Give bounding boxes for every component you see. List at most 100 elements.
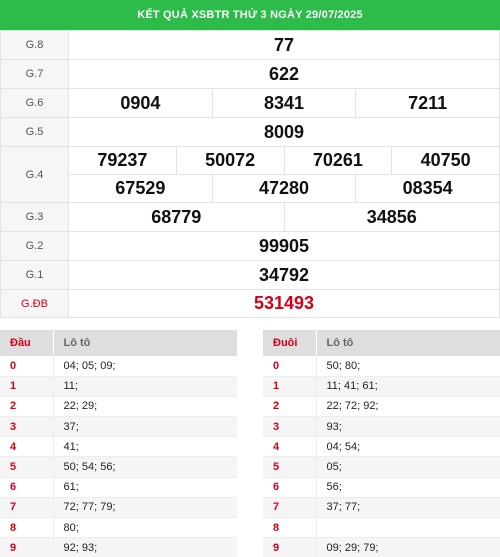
row-key: 2: [263, 396, 316, 418]
row-value: 50; 54; 56;: [52, 456, 237, 478]
loto-duoi-table: Đuôi Lô tô 0 50; 80; 1 11; 41; 61; 2 22; 72…: [263, 330, 500, 557]
prize-number: 70261: [283, 147, 392, 174]
prize-number: 50072: [175, 147, 284, 174]
row-value: 92; 93;: [52, 537, 237, 557]
duoi-header: Đuôi: [263, 330, 316, 356]
row-value: 93;: [315, 416, 500, 438]
row-key: 3: [263, 416, 316, 438]
row-key: 4: [0, 436, 53, 458]
row-value: 56;: [315, 477, 500, 498]
row-key: 1: [0, 376, 53, 397]
row-key: 5: [0, 456, 53, 478]
table-row: 2 22; 72; 92;: [263, 396, 500, 418]
prize-label: G.7: [0, 59, 69, 89]
table-row: 5 05;: [263, 456, 500, 478]
table-row: 0 04; 05; 09;: [0, 356, 237, 377]
row-value: 37; 77;: [315, 497, 500, 519]
prize-number: 8341: [211, 89, 356, 117]
prize-label: G.2: [0, 231, 69, 261]
row-key: 5: [263, 456, 316, 478]
results-title: KẾT QUẢ XSBTR THỨ 3 NGÀY 29/07/2025: [0, 0, 500, 30]
row-value: 37;: [52, 416, 237, 438]
table-row: 3 37;: [0, 416, 237, 438]
row-value: 50; 80;: [315, 356, 500, 377]
row-value: 05;: [315, 456, 500, 478]
prize-label: G.1: [0, 260, 69, 290]
row-value: 11; 41; 61;: [315, 376, 500, 397]
prize-number: 08354: [355, 175, 499, 202]
prize-row-g5: G.5 8009: [0, 117, 500, 147]
row-key: 3: [0, 416, 53, 438]
prize-table: G.8 77 G.7 622 G.6 0904 8341 7211 G.5 80…: [0, 30, 500, 318]
row-value: 04; 54;: [315, 436, 500, 458]
table-row: 2 22; 29;: [0, 396, 237, 418]
table-row: 4 04; 54;: [263, 436, 500, 458]
row-key: 6: [263, 477, 316, 498]
table-row: 1 11; 41; 61;: [263, 376, 500, 397]
prize-label: G.ĐB: [0, 289, 69, 318]
table-row: 6 61;: [0, 477, 237, 498]
prize-label: G.3: [0, 202, 69, 232]
table-row: 1 11;: [0, 376, 237, 397]
row-key: 4: [263, 436, 316, 458]
row-value: 80;: [52, 517, 237, 539]
prize-number: 77: [273, 34, 295, 55]
row-key: 6: [0, 477, 53, 498]
prize-number: 34792: [258, 264, 310, 285]
prize-row-g3: G.3 68779 34856: [0, 202, 500, 232]
prize-number: 0904: [120, 92, 161, 113]
table-row: 9 92; 93;: [0, 537, 237, 557]
prize-row-g2: G.2 99905: [0, 231, 500, 261]
prize-label: G.4: [0, 146, 69, 203]
prize-number: 40750: [391, 147, 499, 174]
prize-number: 7211: [355, 89, 499, 117]
table-row: 3 93;: [263, 416, 500, 438]
row-value: 11;: [52, 376, 237, 397]
prize-row-g1: G.1 34792: [0, 260, 500, 290]
loto-header: Lô tô: [315, 330, 500, 356]
row-key: 0: [263, 356, 316, 377]
table-row: 9 09; 29; 79;: [263, 537, 500, 557]
row-key: 7: [0, 497, 53, 519]
prize-number: 47280: [211, 175, 356, 202]
prize-number: 99905: [258, 235, 310, 256]
row-value: 41;: [52, 436, 237, 458]
prize-number: 79237: [97, 150, 148, 170]
row-value: 61;: [52, 477, 237, 498]
row-key: 1: [263, 376, 316, 397]
table-row: 4 41;: [0, 436, 237, 458]
table-row: 0 50; 80;: [263, 356, 500, 377]
prize-number: 622: [268, 63, 300, 84]
dau-header: Đầu: [0, 330, 53, 356]
row-key: 8: [0, 517, 53, 539]
special-prize-number: 531493: [253, 293, 315, 313]
prize-row-special: G.ĐB 531493: [0, 289, 500, 318]
prize-label: G.6: [0, 88, 69, 118]
prize-number: 34856: [283, 203, 500, 231]
row-value: [315, 517, 500, 539]
prize-row-g7: G.7 622: [0, 59, 500, 89]
row-key: 7: [263, 497, 316, 519]
table-row: 8 80;: [0, 517, 237, 539]
row-value: 04; 05; 09;: [52, 356, 237, 377]
row-key: 9: [263, 537, 316, 557]
prize-number: 68779: [151, 206, 202, 227]
row-value: 22; 29;: [52, 396, 237, 418]
table-row: 6 56;: [263, 477, 500, 498]
row-key: 0: [0, 356, 53, 377]
loto-dau-table: Đầu Lô tô 0 04; 05; 09; 1 11; 2 22; 29; 3 37…: [0, 330, 237, 557]
row-value: 09; 29; 79;: [315, 537, 500, 557]
table-row: 8: [263, 517, 500, 539]
row-key: 2: [0, 396, 53, 418]
row-value: 22; 72; 92;: [315, 396, 500, 418]
row-value: 72; 77; 79;: [52, 497, 237, 519]
prize-number: 67529: [115, 178, 166, 198]
prize-label: G.5: [0, 117, 69, 147]
prize-number: 8009: [263, 121, 305, 142]
table-row: 5 50; 54; 56;: [0, 456, 237, 478]
prize-label: G.8: [0, 30, 69, 60]
prize-row-g8: G.8 77: [0, 30, 500, 60]
table-row: 7 72; 77; 79;: [0, 497, 237, 519]
prize-row-g6: G.6 0904 8341 7211: [0, 88, 500, 118]
prize-row-g4: G.4 79237 50072 70261 40750 67529 47280 …: [0, 146, 500, 203]
